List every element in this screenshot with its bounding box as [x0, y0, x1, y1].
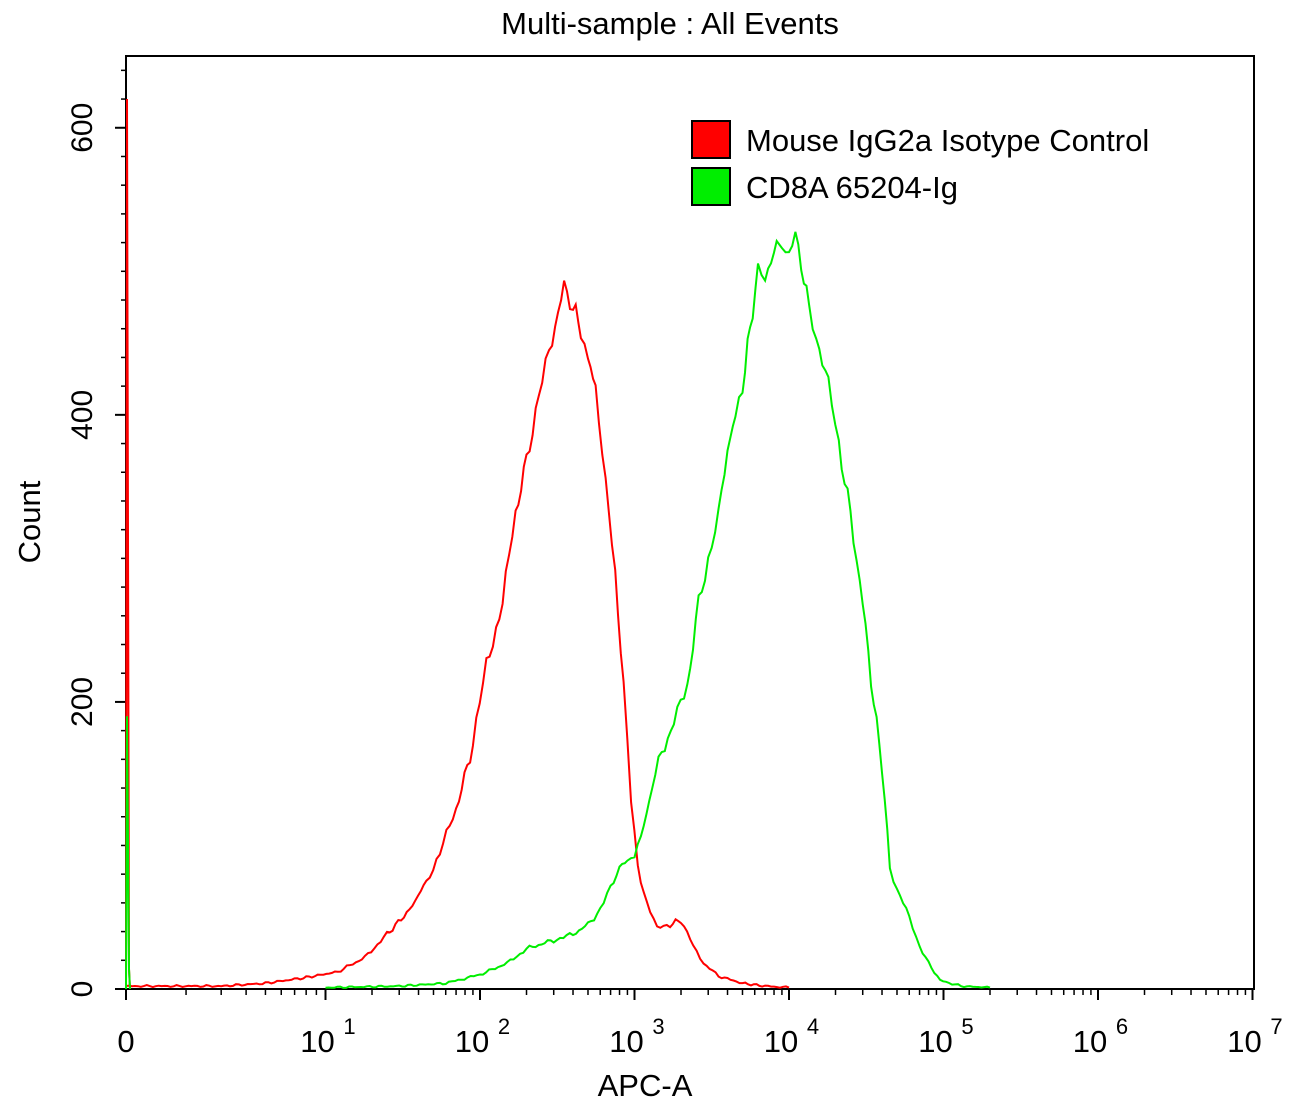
legend-swatch-1 [691, 167, 731, 206]
x-tick-label-2: 10 [455, 1024, 489, 1059]
x-axis: 0 10 1 10 2 10 3 10 4 10 5 10 6 10 7 [117, 989, 1283, 1059]
y-tick-label-3: 600 [66, 103, 99, 153]
x-tick-exponent-1: 1 [343, 1014, 355, 1039]
series-line-0 [125, 280, 790, 989]
x-tick-label-6: 10 [1073, 1024, 1107, 1059]
legend: Mouse IgG2a Isotype Control CD8A 65204-Ig [691, 120, 1149, 206]
x-tick-label-7: 10 [1227, 1024, 1261, 1059]
y-axis-label: Count [12, 480, 47, 563]
x-tick-exponent-6: 6 [1116, 1014, 1128, 1039]
x-axis-label: APC-A [598, 1068, 693, 1103]
series-line-1 [325, 231, 991, 989]
y-tick-label-1: 200 [66, 677, 99, 727]
x-tick-exponent-3: 3 [652, 1014, 664, 1039]
x-tick-label-5: 10 [918, 1024, 952, 1059]
y-tick-label-0: 0 [66, 981, 99, 998]
x-tick-exponent-4: 4 [807, 1014, 819, 1039]
series-group [125, 99, 991, 990]
x-tick-label-0: 0 [117, 1024, 134, 1059]
legend-label-0: Mouse IgG2a Isotype Control [746, 123, 1149, 158]
chart-title: Multi-sample : All Events [501, 6, 839, 41]
x-tick-label-3: 10 [609, 1024, 643, 1059]
y-axis: 0 200 400 600 [66, 69, 126, 998]
zero-spike-1 [125, 716, 131, 990]
y-tick-label-2: 400 [66, 390, 99, 440]
x-tick-exponent-2: 2 [498, 1014, 510, 1039]
x-tick-label-4: 10 [764, 1024, 798, 1059]
plot-frame [125, 55, 1255, 990]
x-tick-label-1: 10 [300, 1024, 334, 1059]
x-tick-exponent-5: 5 [961, 1014, 973, 1039]
legend-swatch-0 [691, 120, 731, 159]
x-tick-exponent-7: 7 [1270, 1014, 1282, 1039]
legend-label-1: CD8A 65204-Ig [746, 170, 958, 205]
